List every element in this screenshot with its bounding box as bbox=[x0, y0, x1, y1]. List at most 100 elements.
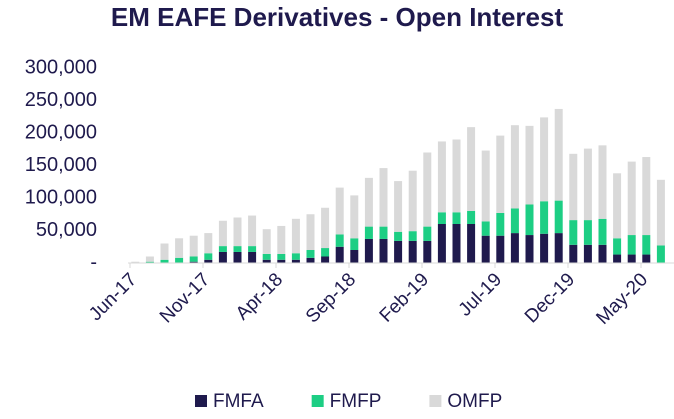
bar-segment bbox=[496, 135, 505, 213]
bar-segment bbox=[335, 246, 344, 263]
legend-swatch bbox=[195, 395, 207, 407]
bar-segment bbox=[160, 243, 169, 260]
bar-segment bbox=[175, 257, 184, 263]
bar-segment bbox=[189, 261, 198, 263]
bar-segment bbox=[218, 220, 227, 247]
bar-segment bbox=[423, 240, 432, 263]
bar-segment bbox=[379, 168, 388, 227]
bar-segment bbox=[262, 259, 271, 263]
bar-segment bbox=[481, 221, 490, 236]
bar-segment bbox=[598, 218, 607, 245]
bar-segment bbox=[467, 127, 476, 211]
bar-segment bbox=[262, 229, 271, 254]
bar-segment bbox=[510, 125, 519, 209]
bar-segment bbox=[481, 235, 490, 263]
bar-segment bbox=[321, 248, 330, 257]
bar-segment bbox=[277, 259, 286, 263]
bar-segment bbox=[627, 254, 636, 263]
bar-segment bbox=[496, 235, 505, 263]
bar-segment bbox=[350, 250, 359, 263]
bar-segment bbox=[569, 244, 578, 263]
bar-segment bbox=[233, 246, 242, 252]
bar-segment bbox=[656, 245, 665, 263]
bar-segment bbox=[583, 148, 592, 221]
y-tick-label: 50,000 bbox=[36, 219, 97, 241]
bar-segment bbox=[423, 226, 432, 241]
x-tick-label: Jul-19 bbox=[455, 269, 506, 320]
bar-segment bbox=[145, 256, 154, 262]
bar-segment bbox=[277, 225, 286, 254]
bar-segment bbox=[467, 211, 476, 224]
bar-segment bbox=[437, 224, 446, 263]
bar-segment bbox=[335, 187, 344, 235]
bar-segment bbox=[525, 125, 534, 205]
bar-segment bbox=[145, 261, 154, 263]
bar-segment bbox=[218, 246, 227, 252]
bar-segment bbox=[291, 218, 300, 254]
bar-segment bbox=[437, 141, 446, 213]
bar-segment bbox=[218, 251, 227, 263]
bar-segment bbox=[306, 257, 315, 263]
bar-segment bbox=[291, 253, 300, 260]
bar-segment bbox=[233, 217, 242, 247]
bar-segment bbox=[364, 177, 373, 227]
bar-segment bbox=[248, 251, 257, 263]
bar-segment bbox=[540, 117, 549, 202]
bar-segment bbox=[613, 238, 622, 255]
bar-segment bbox=[452, 224, 461, 263]
bar-segment bbox=[569, 153, 578, 221]
bar-segment bbox=[408, 240, 417, 263]
bar-segment bbox=[364, 238, 373, 263]
bar-segment bbox=[642, 254, 651, 263]
legend-swatch bbox=[311, 395, 324, 407]
bar-segment bbox=[408, 170, 417, 232]
bar-segment bbox=[160, 259, 169, 263]
bar-segment bbox=[379, 238, 388, 263]
bar-segment bbox=[540, 233, 549, 263]
bar-segment bbox=[248, 246, 257, 252]
bar-segment bbox=[306, 250, 315, 258]
bar-segment bbox=[583, 244, 592, 263]
bar-segment bbox=[510, 208, 519, 234]
x-tick-label: Dec-19 bbox=[521, 269, 579, 327]
bar-segment bbox=[204, 259, 213, 263]
bar-segment bbox=[540, 201, 549, 234]
y-tick-label: - bbox=[90, 251, 97, 273]
x-tick-label: Jun-17 bbox=[85, 269, 141, 325]
y-tick-label: 150,000 bbox=[25, 154, 97, 176]
bar-segment bbox=[350, 195, 359, 239]
y-tick-label: 200,000 bbox=[25, 121, 97, 143]
bar-segment bbox=[627, 161, 636, 236]
bar-segment bbox=[525, 204, 534, 236]
legend-label: OMFP bbox=[447, 391, 502, 412]
bar-segment bbox=[452, 139, 461, 213]
legend-label: FMFA bbox=[213, 391, 264, 412]
bar-segment bbox=[598, 145, 607, 219]
bar-segment bbox=[554, 200, 563, 234]
bar-segment bbox=[642, 235, 651, 255]
bar-segment bbox=[408, 231, 417, 241]
bar-segment bbox=[437, 212, 446, 224]
bar-segment bbox=[306, 214, 315, 250]
bar-segment bbox=[525, 235, 534, 263]
bar-segment bbox=[642, 157, 651, 236]
bar-segment bbox=[394, 240, 403, 263]
bar-segment bbox=[554, 108, 563, 201]
x-tick-label: Apr-18 bbox=[232, 269, 287, 324]
bar-segment bbox=[364, 226, 373, 239]
bar-segment bbox=[335, 234, 344, 247]
bar-segment bbox=[175, 238, 184, 258]
bar-segment bbox=[262, 253, 271, 260]
bar-segment bbox=[627, 235, 636, 255]
y-tick-label: 250,000 bbox=[25, 89, 97, 111]
bar-segment bbox=[613, 173, 622, 239]
bar-segment bbox=[481, 150, 490, 222]
bar-segment bbox=[510, 233, 519, 263]
bar-segment bbox=[394, 231, 403, 241]
legend-swatch bbox=[429, 395, 442, 407]
x-tick-label: Sep-18 bbox=[302, 269, 360, 327]
bar-segment bbox=[569, 220, 578, 245]
bar-segment bbox=[554, 233, 563, 263]
bar-segment bbox=[204, 253, 213, 260]
